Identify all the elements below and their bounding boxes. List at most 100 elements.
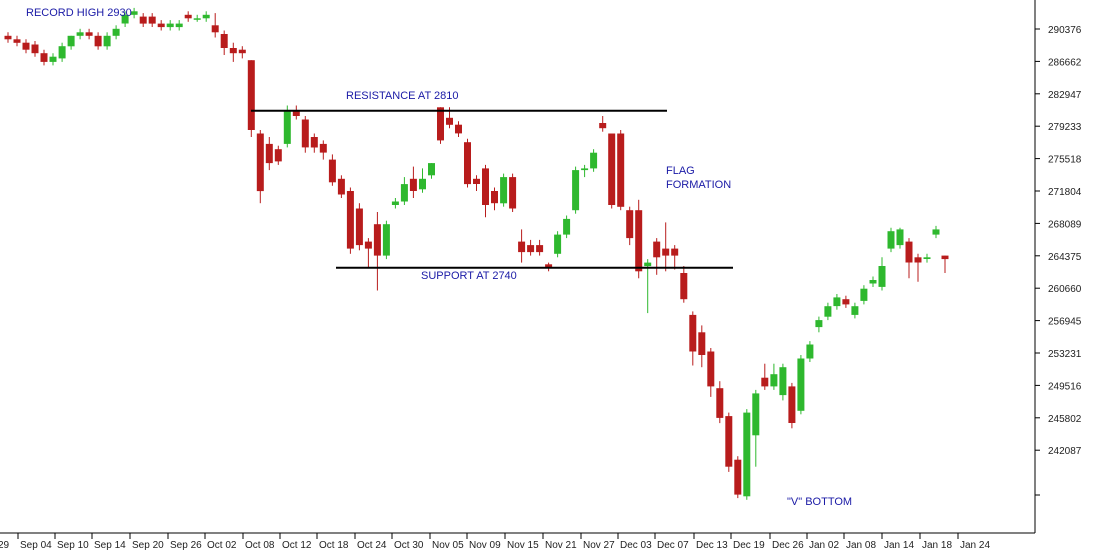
x-tick-label: Oct 02	[207, 540, 237, 551]
candle	[175, 20, 183, 31]
candle-body-down	[94, 35, 102, 47]
candle	[662, 222, 670, 272]
candle	[238, 46, 246, 59]
candle-body-up	[887, 231, 895, 249]
candle	[310, 133, 318, 153]
candle	[626, 206, 634, 246]
candle	[707, 348, 715, 397]
candle	[373, 212, 381, 291]
candle-body-up	[121, 14, 129, 24]
candle	[716, 381, 724, 424]
x-tick-label: Jan 02	[809, 540, 839, 551]
candle	[842, 295, 850, 308]
candle-body-up	[824, 306, 832, 317]
candle	[355, 203, 363, 251]
candle-body-down	[184, 14, 192, 19]
candle	[319, 140, 327, 160]
candle-body-down	[211, 25, 219, 33]
candle-body-up	[581, 168, 589, 171]
candle	[896, 227, 904, 249]
x-tick-label: Sep 04	[20, 540, 52, 551]
candle-body-down	[409, 178, 417, 191]
candle-body-up	[500, 177, 508, 204]
candle-body-up	[572, 170, 580, 211]
candle	[148, 13, 156, 27]
candle-body-down	[662, 248, 670, 256]
candle	[202, 11, 210, 22]
x-tick-label: Jan 08	[846, 540, 876, 551]
candles-layer	[4, 7, 949, 500]
candle-body-down	[31, 44, 39, 54]
flag-annotation-line2: FORMATION	[666, 179, 731, 191]
candle	[491, 187, 498, 211]
candle-body-up	[932, 229, 940, 235]
candle	[698, 325, 706, 368]
candle-body-down	[680, 273, 688, 300]
candle	[581, 164, 589, 178]
candle	[500, 173, 508, 207]
candle-body-down	[941, 255, 949, 260]
candle	[797, 355, 805, 415]
candle-body-down	[319, 143, 327, 153]
candle-body-down	[914, 257, 922, 263]
candle	[887, 227, 895, 253]
candle-body-down	[229, 48, 237, 54]
candle-body-up	[202, 14, 210, 19]
candle-body-down	[256, 133, 264, 192]
candle	[563, 215, 571, 239]
candle	[518, 229, 526, 263]
candle-body-down	[527, 245, 535, 253]
candle-body-up	[67, 35, 75, 47]
candle-body-down	[328, 159, 336, 183]
support-annotation: SUPPORT AT 2740	[421, 270, 517, 282]
candle-body-down	[301, 119, 309, 148]
candle	[94, 32, 102, 50]
candle-body-down	[85, 32, 93, 36]
candle	[590, 149, 598, 172]
candle	[734, 456, 742, 499]
y-tick-label: 249516	[1048, 381, 1082, 392]
candle	[40, 49, 48, 66]
candle	[247, 60, 255, 137]
x-tick-label: Jan 14	[884, 540, 914, 551]
y-tick-label: 290376	[1048, 25, 1082, 36]
candle	[382, 220, 390, 260]
candle	[364, 238, 372, 268]
candle	[85, 28, 93, 40]
candle-body-down	[545, 264, 553, 268]
candle	[193, 14, 201, 22]
x-tick-label: Oct 24	[357, 540, 387, 551]
candle	[229, 42, 237, 62]
y-tick-label: 253231	[1048, 349, 1082, 360]
candle	[761, 363, 769, 390]
candle	[58, 42, 66, 62]
candle-body-down	[22, 42, 30, 50]
candle-body-up	[130, 11, 138, 15]
candle-body-up	[391, 201, 399, 205]
y-tick-label: 245802	[1048, 414, 1082, 425]
candle-body-down	[905, 241, 913, 263]
candle-body-up	[815, 320, 823, 328]
candle	[419, 168, 426, 193]
candle-body-up	[103, 35, 111, 47]
candle-body-up	[419, 178, 426, 190]
candle	[509, 173, 517, 212]
x-tick-label: Sep 10	[57, 540, 89, 551]
candle	[860, 285, 868, 305]
flag-annotation-line1: FLAG	[666, 165, 695, 177]
candle-body-down	[238, 49, 246, 54]
candle	[112, 25, 120, 40]
candle-body-down	[4, 35, 12, 40]
candle-body-up	[878, 266, 886, 287]
candle	[599, 116, 607, 132]
candle-body-down	[337, 178, 345, 195]
candle-body-down	[157, 23, 165, 28]
candle-body-down	[473, 178, 480, 184]
candle	[617, 130, 625, 211]
candle	[824, 302, 832, 321]
candle	[184, 11, 192, 22]
y-tick-label: 286662	[1048, 57, 1082, 68]
candle-body-up	[49, 56, 57, 62]
x-tick-label: Nov 15	[507, 540, 539, 551]
candle-body-down	[635, 210, 643, 272]
